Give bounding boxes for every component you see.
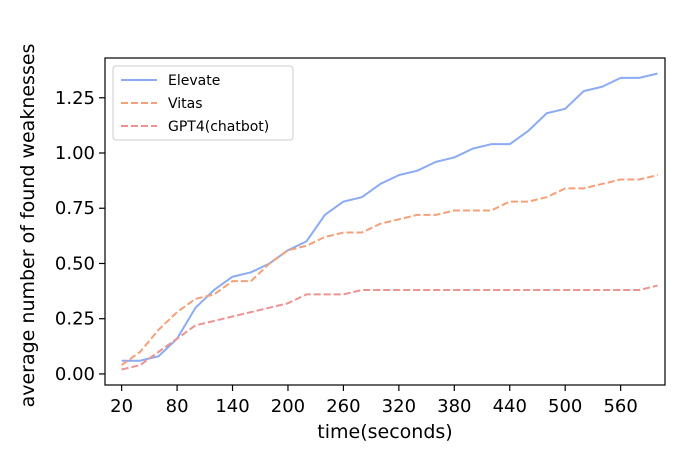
legend-box bbox=[112, 65, 294, 141]
legend: Elevate Vitas GPT4(chatbot) bbox=[112, 65, 294, 141]
y-tick-label: 0.75 bbox=[55, 198, 95, 219]
series-line-2 bbox=[121, 174, 658, 366]
x-tick-label: 260 bbox=[326, 396, 360, 417]
y-tick-label: 0.25 bbox=[55, 309, 95, 330]
y-tick-label: 0.50 bbox=[55, 253, 95, 274]
x-tick-label: 380 bbox=[437, 396, 471, 417]
legend-label-2: Vitas bbox=[168, 96, 203, 112]
x-tick-label: 500 bbox=[548, 396, 582, 417]
x-tick-label: 80 bbox=[166, 396, 189, 417]
series-line-3 bbox=[121, 284, 658, 371]
x-tick-label: 440 bbox=[493, 396, 527, 417]
x-tick-label: 200 bbox=[271, 396, 305, 417]
x-tick-label: 20 bbox=[110, 396, 133, 417]
x-tick-label: 560 bbox=[603, 396, 637, 417]
ticks-layer: 20 80 140 200 260 320 380 440 500 560 0.00 0.25 0.50… bbox=[55, 88, 638, 417]
y-tick-label: 0.00 bbox=[55, 364, 95, 385]
legend-label-1: Elevate bbox=[168, 73, 220, 89]
plot-area bbox=[104, 57, 666, 386]
x-tick-label: 320 bbox=[382, 396, 416, 417]
x-axis-label: time(seconds) bbox=[317, 421, 452, 443]
y-axis-label: average number of found weaknesses bbox=[17, 44, 39, 408]
series-layer bbox=[121, 72, 658, 371]
axes-frame bbox=[104, 57, 666, 386]
y-tick-label: 1.00 bbox=[55, 143, 95, 164]
y-tick-label: 1.25 bbox=[55, 88, 95, 109]
x-tick-label: 140 bbox=[215, 396, 249, 417]
series-line-1 bbox=[121, 72, 658, 362]
legend-label-3: GPT4(chatbot) bbox=[168, 119, 269, 135]
